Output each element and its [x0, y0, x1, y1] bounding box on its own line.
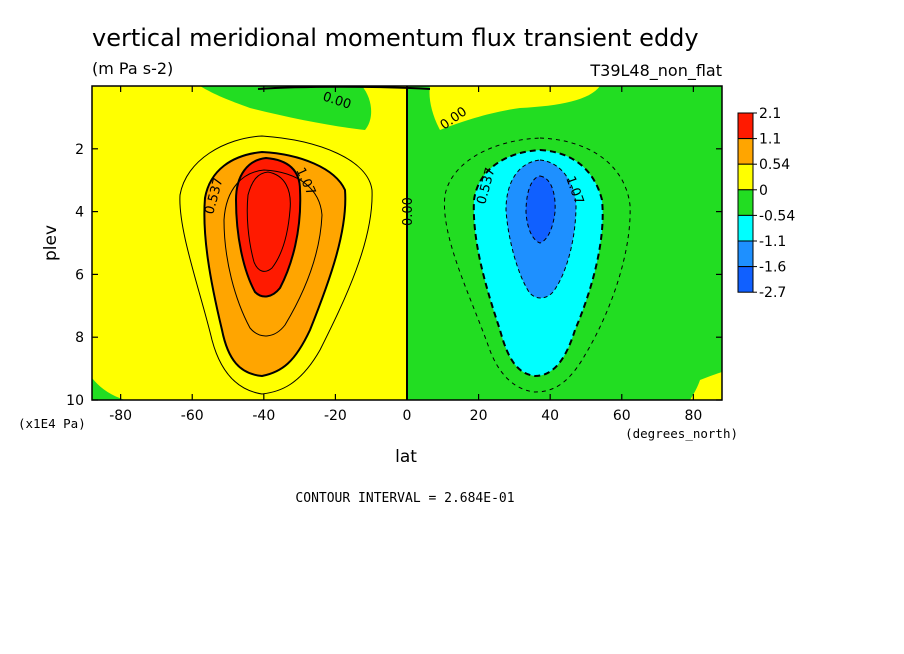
- legend-swatch: [737, 266, 754, 293]
- southern-inner-contour: [246, 171, 291, 272]
- x-axis-label: lat: [395, 447, 417, 467]
- legend-level-label: 0.54: [759, 157, 790, 173]
- chart-units: (m Pa s-2): [92, 59, 173, 78]
- y-tick-label: 4: [75, 205, 84, 221]
- y-tick-label: 8: [75, 330, 84, 346]
- experiment-label: T39L48_non_flat: [589, 61, 722, 81]
- legend-level-label: 1.1: [759, 132, 781, 148]
- legend-swatch: [737, 138, 754, 165]
- legend-level-label: -1.6: [759, 260, 786, 276]
- legend-level-label: 2.1: [759, 106, 781, 122]
- x-tick-label: 80: [684, 408, 702, 424]
- x-tick-label: 0: [403, 408, 412, 424]
- x-tick-label: -60: [181, 408, 204, 424]
- y-tick-label: 2: [75, 142, 84, 158]
- upper-positive-patch: [429, 86, 600, 130]
- x-tick-label: 40: [541, 408, 559, 424]
- lower-left-patch: [92, 378, 125, 400]
- legend-level-label: 0: [759, 183, 768, 199]
- x-units-label: (degrees_north): [625, 426, 738, 441]
- upper-negative-patch: [200, 86, 372, 130]
- y-axis-label: plev: [41, 225, 61, 261]
- y-tick-label: 6: [75, 267, 84, 283]
- color-legend: 2.1 1.1 0.54 0 -0.54 -1.1 -1.6 -2.7: [737, 106, 795, 301]
- x-tick-label: -80: [109, 408, 132, 424]
- northern-deep-region: [525, 175, 556, 244]
- lower-right-patch: [690, 372, 722, 400]
- chart-title: vertical meridional momentum flux transi…: [92, 24, 699, 52]
- plot-area: 0.00 0.00 0.00 0.537 1.07 0.537 1.07: [92, 86, 722, 400]
- southern-mid-contour: [223, 169, 323, 337]
- y-units-label: (x1E4 Pa): [18, 416, 86, 431]
- legend-level-label: -2.7: [759, 285, 786, 301]
- x-tick-label: -20: [324, 408, 347, 424]
- contour-label-zero-equator: 0.00: [401, 197, 416, 226]
- legend-level-label: -0.54: [759, 208, 795, 224]
- legend-swatch: [737, 240, 754, 268]
- x-axis: -80 -60 -40 -20 0 20 40 60 80: [109, 86, 702, 424]
- southern-red-region: [234, 156, 302, 298]
- y-tick-label: 10: [66, 393, 84, 409]
- legend-level-label: -1.1: [759, 234, 786, 250]
- legend-swatch: [737, 189, 754, 216]
- x-tick-label: -40: [252, 408, 275, 424]
- y-axis: 2 4 6 8 10: [66, 142, 722, 409]
- x-tick-label: 60: [613, 408, 631, 424]
- x-tick-label: 20: [470, 408, 488, 424]
- southern-outer-contour: [179, 135, 373, 395]
- legend-swatch: [737, 163, 754, 191]
- legend-swatch: [737, 214, 754, 242]
- northern-outer-contour: [443, 137, 631, 393]
- contour-interval-note: CONTOUR INTERVAL = 2.684E-01: [295, 491, 514, 506]
- legend-swatch: [737, 112, 754, 140]
